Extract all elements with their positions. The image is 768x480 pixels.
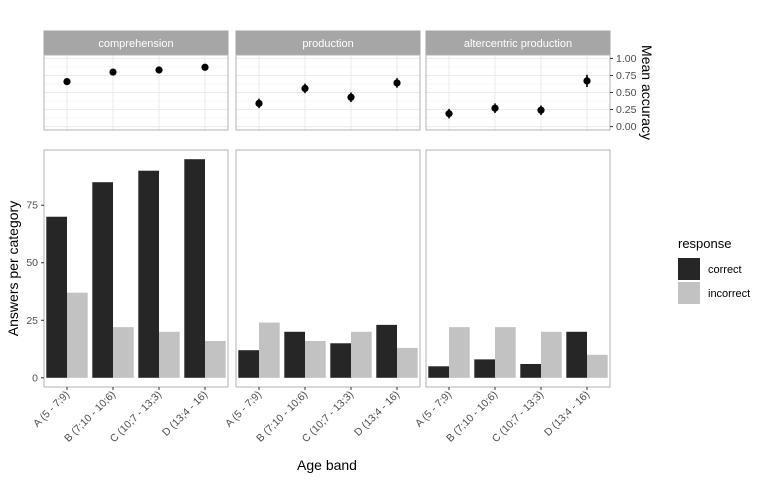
legend-title: response [678,236,731,251]
bar-correct [238,350,259,378]
bar-incorrect [67,292,88,378]
accuracy-point [393,79,401,87]
y-tick-label: 0.00 [616,121,637,133]
x-tick-label: D (13;4 - 16) [542,389,592,439]
y-tick-label: 1.00 [616,53,637,65]
accuracy-point [537,106,545,114]
accuracy-point [445,110,453,118]
bar-incorrect [587,354,608,378]
accuracy-point [255,99,263,108]
x-tick-label: D (13;4 - 16) [352,389,402,439]
bar-correct [566,331,587,378]
y-tick-label: 0.25 [616,104,637,116]
accuracy-point [109,68,117,76]
facet-strip [425,30,611,56]
bar-correct [92,182,113,378]
bar-correct [376,324,397,378]
accuracy-point [301,84,309,93]
y-tick-label: 75 [26,200,38,212]
bar-incorrect [259,322,280,378]
legend-key-correct [678,258,700,280]
bar-correct [520,363,541,378]
bar-correct [474,359,495,378]
y-tick-label: 50 [26,257,38,269]
facet-strip [43,30,229,56]
panel-border [235,54,421,131]
bar-incorrect [305,340,326,378]
panel-border [43,54,229,131]
y-tick-label: 0 [32,372,38,384]
y-tick-label: 0.75 [616,70,637,82]
bar-incorrect [113,327,134,378]
facet-label: comprehension [98,38,173,50]
bar-correct [46,216,67,378]
bar-incorrect [205,340,226,378]
legend-label: incorrect [708,288,750,300]
bar-correct [184,159,205,378]
y-tick-label: 0.50 [616,87,637,99]
count-panels: A (5 - 7;9)B (7;10 - 10;6)C (10;7 - 13;3… [26,149,611,445]
bar-incorrect [159,331,180,378]
bar-correct [138,170,159,378]
x-tick-label: D (13;4 - 16) [160,389,210,439]
accuracy-point [347,93,355,101]
axis-titles: Mean accuracy Answers per category Age b… [5,45,655,473]
bar-incorrect [541,331,562,378]
top-y-axis-title: Mean accuracy [639,45,655,140]
x-tick-label: A (5 - 7;9) [31,389,72,430]
y-tick-label: 25 [26,315,38,327]
bar-correct [330,343,351,378]
accuracy-point [63,77,71,86]
accuracy-point [583,77,591,85]
bar-incorrect [495,327,516,378]
accuracy-point [155,66,163,74]
x-tick-label: A (5 - 7;9) [413,389,454,430]
legend-label: correct [708,264,742,276]
accuracy-panels: comprehension production altercentric prod… [43,30,637,133]
bar-correct [284,331,305,378]
x-tick-label: A (5 - 7;9) [223,389,264,430]
bar-incorrect [351,331,372,378]
bar-correct [428,366,449,378]
facet-strip [235,30,421,56]
x-axis-title: Age band [297,457,357,473]
bottom-y-axis-title: Answers per category [5,201,21,336]
accuracy-point [491,104,499,112]
accuracy-point [201,63,209,71]
bar-incorrect [397,347,418,378]
bar-incorrect [449,327,470,378]
facet-label: production [302,38,353,50]
facet-label: altercentric production [464,38,572,50]
legend: response correct incorrect [678,236,750,304]
legend-key-incorrect [678,282,700,304]
